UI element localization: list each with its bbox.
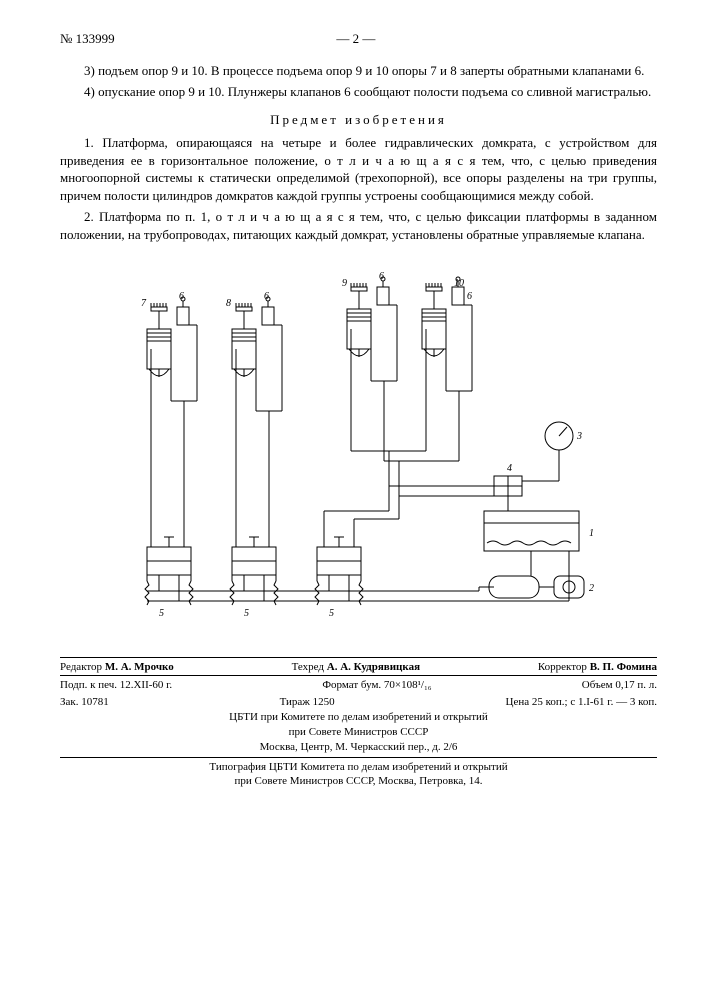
- label-6a: 6: [179, 291, 184, 302]
- volume: Объем 0,17 п. л.: [582, 678, 657, 693]
- print-row-2: Зак. 10781 Тираж 1250 Цена 25 коп.; с 1.…: [60, 693, 657, 710]
- paper-format: Формат бум. 70×108¹/₁₆: [322, 678, 431, 693]
- label-6d: 6: [467, 291, 472, 302]
- subject-title: Предмет изобретения: [60, 111, 657, 129]
- printer-1: Типография ЦБТИ Комитета по делам изобре…: [60, 760, 657, 775]
- patent-number: № 133999: [60, 30, 115, 48]
- techred: Техред А. А. Кудрявицкая: [292, 660, 420, 675]
- address: Москва, Центр, М. Черкасский пер., д. 2/…: [60, 740, 657, 755]
- label-6c: 6: [379, 271, 384, 282]
- label-5a: 5: [159, 608, 164, 619]
- signed-date: Подп. к печ. 12.XII-60 г.: [60, 678, 172, 693]
- credits-row: Редактор М. А. Мрочко Техред А. А. Кудря…: [60, 657, 657, 675]
- print-row-1: Подп. к печ. 12.XII-60 г. Формат бум. 70…: [60, 675, 657, 693]
- label-2: 2: [589, 583, 594, 594]
- printer-2: при Совете Министров СССР, Москва, Петро…: [60, 774, 657, 789]
- colophon: Редактор М. А. Мрочко Техред А. А. Кудря…: [60, 657, 657, 789]
- org-line-2: при Совете Министров СССР: [60, 725, 657, 740]
- label-4: 4: [507, 463, 512, 474]
- divider: [60, 757, 657, 758]
- hydraulic-schematic: 7 6 8 6 9 6 10 6: [99, 251, 619, 641]
- paragraph-4: 4) опускание опор 9 и 10. Плунжеры клапа…: [60, 83, 657, 101]
- valve-4: [494, 476, 522, 496]
- pump-motor-2: [489, 576, 584, 598]
- label-8: 8: [226, 298, 231, 309]
- page-marker: — 2 —: [336, 30, 375, 48]
- label-6b: 6: [264, 291, 269, 302]
- label-5b: 5: [244, 608, 249, 619]
- header-spacer: [597, 30, 657, 48]
- label-7: 7: [141, 298, 147, 309]
- figure-container: 7 6 8 6 9 6 10 6: [60, 251, 657, 641]
- label-9: 9: [342, 278, 347, 289]
- corrector: Корректор В. П. Фомина: [538, 660, 657, 675]
- page: № 133999 — 2 — 3) подъем опор 9 и 10. В …: [0, 0, 707, 1000]
- claim-2: 2. Платформа по п. 1, о т л и ч а ю щ а …: [60, 208, 657, 243]
- page-header: № 133999 — 2 —: [60, 30, 657, 48]
- claim-1: 1. Платформа, опирающаяся на четыре и бо…: [60, 134, 657, 204]
- editor: Редактор М. А. Мрочко: [60, 660, 174, 675]
- print-run: Тираж 1250: [280, 695, 335, 710]
- tank-1: [484, 511, 579, 551]
- body-text: 3) подъем опор 9 и 10. В процессе подъем…: [60, 62, 657, 244]
- label-3: 3: [576, 431, 582, 442]
- label-5c: 5: [329, 608, 334, 619]
- paragraph-3: 3) подъем опор 9 и 10. В процессе подъем…: [60, 62, 657, 80]
- org-line-1: ЦБТИ при Комитете по делам изобретений и…: [60, 710, 657, 725]
- price: Цена 25 коп.; с 1.I-61 г. — 3 коп.: [506, 695, 657, 710]
- dist-valve-5c: [315, 537, 363, 605]
- label-1: 1: [589, 528, 594, 539]
- gauge-3: [522, 422, 573, 481]
- order-no: Зак. 10781: [60, 695, 109, 710]
